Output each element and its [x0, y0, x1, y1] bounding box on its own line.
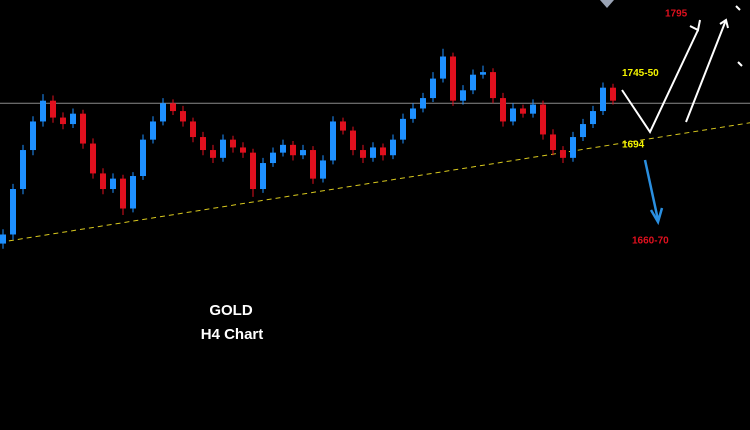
arrows-up [621, 5, 743, 135]
candle-body [410, 108, 416, 119]
candle-body [50, 100, 56, 118]
candle-body [460, 90, 466, 101]
candle-body [340, 121, 346, 131]
candle-body [230, 139, 236, 148]
arrow-down [643, 159, 664, 226]
candle-body [300, 150, 306, 156]
candle-body [330, 121, 336, 161]
candle-body [560, 150, 566, 158]
candle-body [270, 152, 276, 164]
candle-body [550, 134, 556, 151]
candle-body [10, 189, 16, 235]
candle-body [390, 139, 396, 156]
candle-body [190, 121, 196, 138]
candle-body [370, 147, 376, 158]
candle-body [530, 104, 536, 114]
candle-body [80, 113, 86, 144]
candle-body [470, 74, 476, 91]
candle-body [380, 147, 386, 156]
candle-body [180, 111, 186, 122]
candle-body [540, 104, 546, 135]
candle-body [430, 78, 436, 99]
candle-body [290, 144, 296, 156]
candle-body [360, 150, 366, 158]
candle-body [480, 72, 486, 75]
candle-body [310, 150, 316, 179]
candle-body [600, 87, 606, 112]
candle-body [160, 103, 166, 122]
annotation: 1660-70 [632, 236, 669, 247]
candle-body [450, 56, 456, 101]
candle-body [0, 234, 6, 244]
candle-body [350, 130, 356, 151]
candle-body [150, 121, 156, 140]
chart-subtitle: H4 Chart [201, 326, 264, 343]
candle-body [120, 178, 126, 209]
candle-body [130, 176, 136, 209]
candle-body [20, 150, 26, 190]
candle-body [400, 118, 406, 140]
candle-body [510, 108, 516, 122]
candle-body [100, 173, 106, 190]
candle-body [570, 137, 576, 158]
candle-body [70, 113, 76, 125]
annotation: 1745-50 [622, 68, 659, 79]
candle-body [440, 56, 446, 79]
candle-body [220, 139, 226, 158]
marker [600, 0, 614, 8]
candle-body [110, 178, 116, 190]
candle-body [240, 147, 246, 153]
candle-body [610, 87, 616, 101]
candle-body [520, 108, 526, 114]
chart-title: GOLD [209, 302, 252, 319]
candle-body [320, 160, 326, 179]
candle-body [210, 150, 216, 158]
candle-body [420, 98, 426, 109]
candle-body [490, 72, 496, 99]
candle-body [500, 98, 506, 122]
candle-body [60, 117, 66, 125]
candle-body [140, 139, 146, 177]
candle-body [200, 137, 206, 151]
candle-body [590, 111, 596, 125]
trendline [0, 122, 750, 243]
candle-body [40, 100, 46, 122]
candle-body [580, 124, 586, 138]
annotation: 1795 [665, 8, 688, 19]
candle-body [280, 144, 286, 153]
annotation: 1694 [622, 139, 645, 150]
candle-body [30, 121, 36, 151]
candle-body [260, 163, 266, 190]
candle-body [250, 152, 256, 190]
candle-body [90, 143, 96, 174]
candle-body [170, 103, 176, 112]
